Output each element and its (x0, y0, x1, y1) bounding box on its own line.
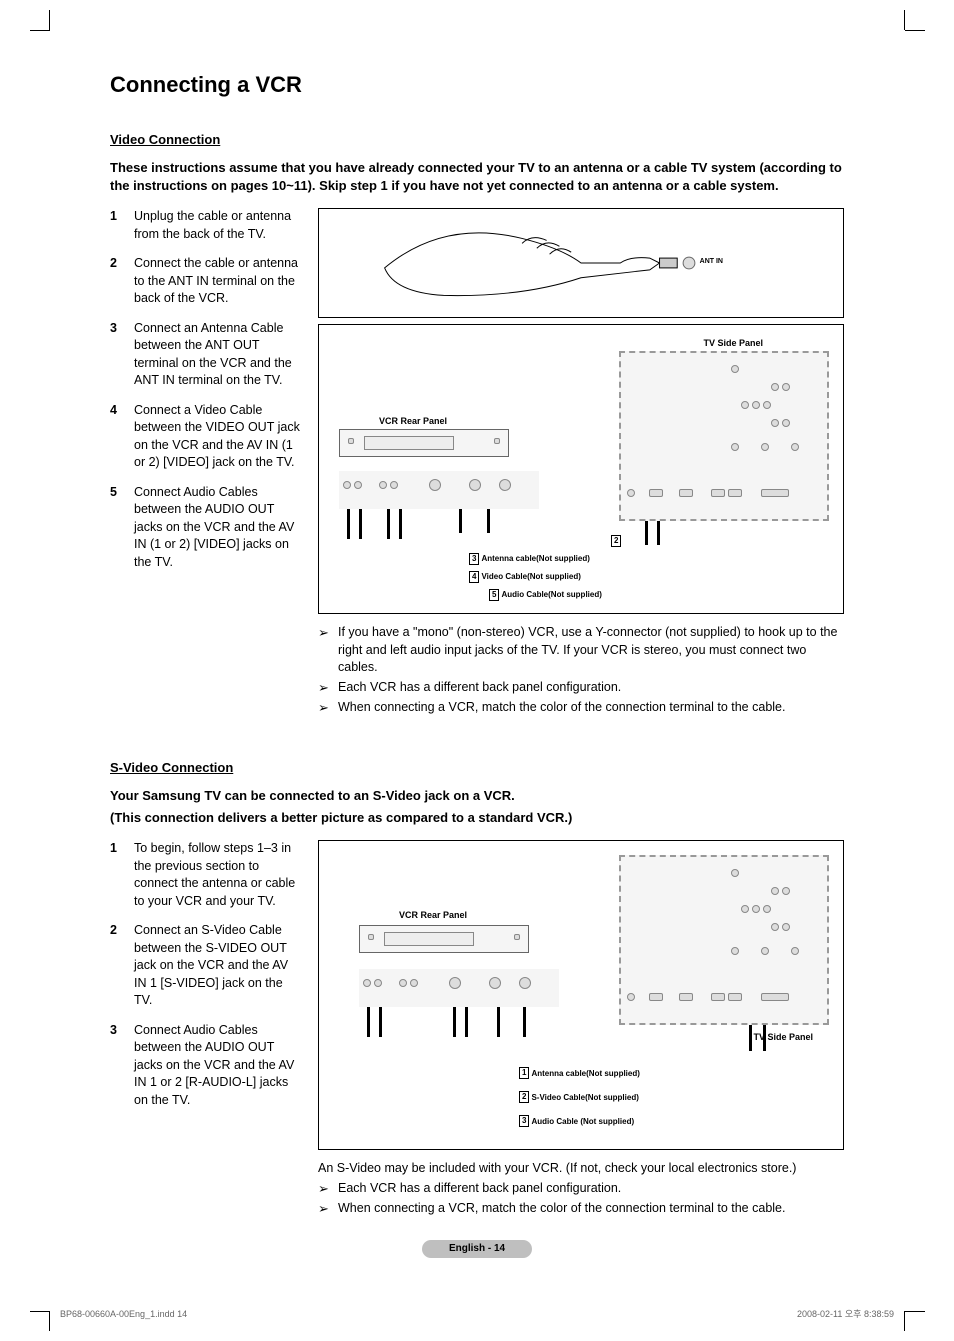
list-item: 4Connect a Video Cable between the VIDEO… (110, 402, 300, 472)
tv-side-panel-label: TV Side Panel (703, 337, 763, 350)
vcr-ports (339, 471, 539, 509)
hand-illustration (319, 209, 843, 317)
section1-notes: ➢If you have a "mono" (non-stereo) VCR, … (318, 624, 844, 717)
section1-heading: Video Connection (110, 131, 844, 149)
list-item: 5Connect Audio Cables between the AUDIO … (110, 484, 300, 572)
diagram-vcr-tv-svideo: TV Side Panel VCR Rear Panel (318, 840, 844, 1150)
section1-steps: 1Unplug the cable or antenna from the ba… (110, 208, 300, 571)
vcr-rear-panel-label-2: VCR Rear Panel (399, 909, 467, 922)
section2-heading: S-Video Connection (110, 759, 844, 777)
callout2-2: 2 S-Video Cable(Not supplied) (519, 1091, 639, 1103)
note-arrow-icon: ➢ (318, 679, 332, 697)
section1-lead: These instructions assume that you have … (110, 159, 844, 194)
section2-notes: An S-Video may be included with your VCR… (318, 1160, 844, 1218)
page-number-badge: English - 14 (422, 1240, 532, 1258)
diagram-vcr-tv-video: TV Side Panel (318, 324, 844, 614)
section2-notes-intro: An S-Video may be included with your VCR… (318, 1160, 844, 1178)
callout-4: 4 Video Cable(Not supplied) (469, 571, 581, 583)
callout-2: 2 (611, 535, 621, 547)
section2-lead2: (This connection delivers a better pictu… (110, 809, 844, 827)
note-arrow-icon: ➢ (318, 624, 332, 677)
ant-in-label: ANT IN (700, 257, 723, 267)
section-video-connection: Video Connection These instructions assu… (110, 131, 844, 719)
section2-steps: 1To begin, follow steps 1–3 in the previ… (110, 840, 300, 1109)
section1-steps-col: 1Unplug the cable or antenna from the ba… (110, 208, 300, 719)
callout2-1: 1 Antenna cable(Not supplied) (519, 1067, 640, 1079)
list-item: 1Unplug the cable or antenna from the ba… (110, 208, 300, 243)
section-svideo-connection: S-Video Connection Your Samsung TV can b… (110, 759, 844, 1220)
vcr-top-strip (339, 429, 509, 457)
list-item: 3Connect Audio Cables between the AUDIO … (110, 1022, 300, 1110)
callout-5: 5 Audio Cable(Not supplied) (489, 589, 602, 601)
vcr-ports-2 (359, 969, 559, 1007)
section2-diagram-col: TV Side Panel VCR Rear Panel (318, 840, 844, 1220)
list-item: 2Connect an S-Video Cable between the S-… (110, 922, 300, 1010)
page-title: Connecting a VCR (110, 70, 844, 101)
vcr-top-strip-2 (359, 925, 529, 953)
list-item: 2Connect the cable or antenna to the ANT… (110, 255, 300, 308)
callout2-3: 3 Audio Cable (Not supplied) (519, 1115, 634, 1127)
section1-diagrams-col: ANT IN TV Side Panel (318, 208, 844, 719)
note-arrow-icon: ➢ (318, 699, 332, 717)
section2-steps-col: 1To begin, follow steps 1–3 in the previ… (110, 840, 300, 1220)
page-content: Connecting a VCR Video Connection These … (50, 30, 904, 1278)
vcr-rear-panel-label: VCR Rear Panel (379, 415, 447, 428)
section2-lead1: Your Samsung TV can be connected to an S… (110, 787, 844, 805)
diagram-hand-antenna: ANT IN (318, 208, 844, 318)
list-item: 3Connect an Antenna Cable between the AN… (110, 320, 300, 390)
note-arrow-icon: ➢ (318, 1180, 332, 1198)
tv-side-panel (619, 351, 829, 521)
note-arrow-icon: ➢ (318, 1200, 332, 1218)
callout-3: 3 Antenna cable(Not supplied) (469, 553, 590, 565)
list-item: 1To begin, follow steps 1–3 in the previ… (110, 840, 300, 910)
tv-side-panel-2 (619, 855, 829, 1025)
